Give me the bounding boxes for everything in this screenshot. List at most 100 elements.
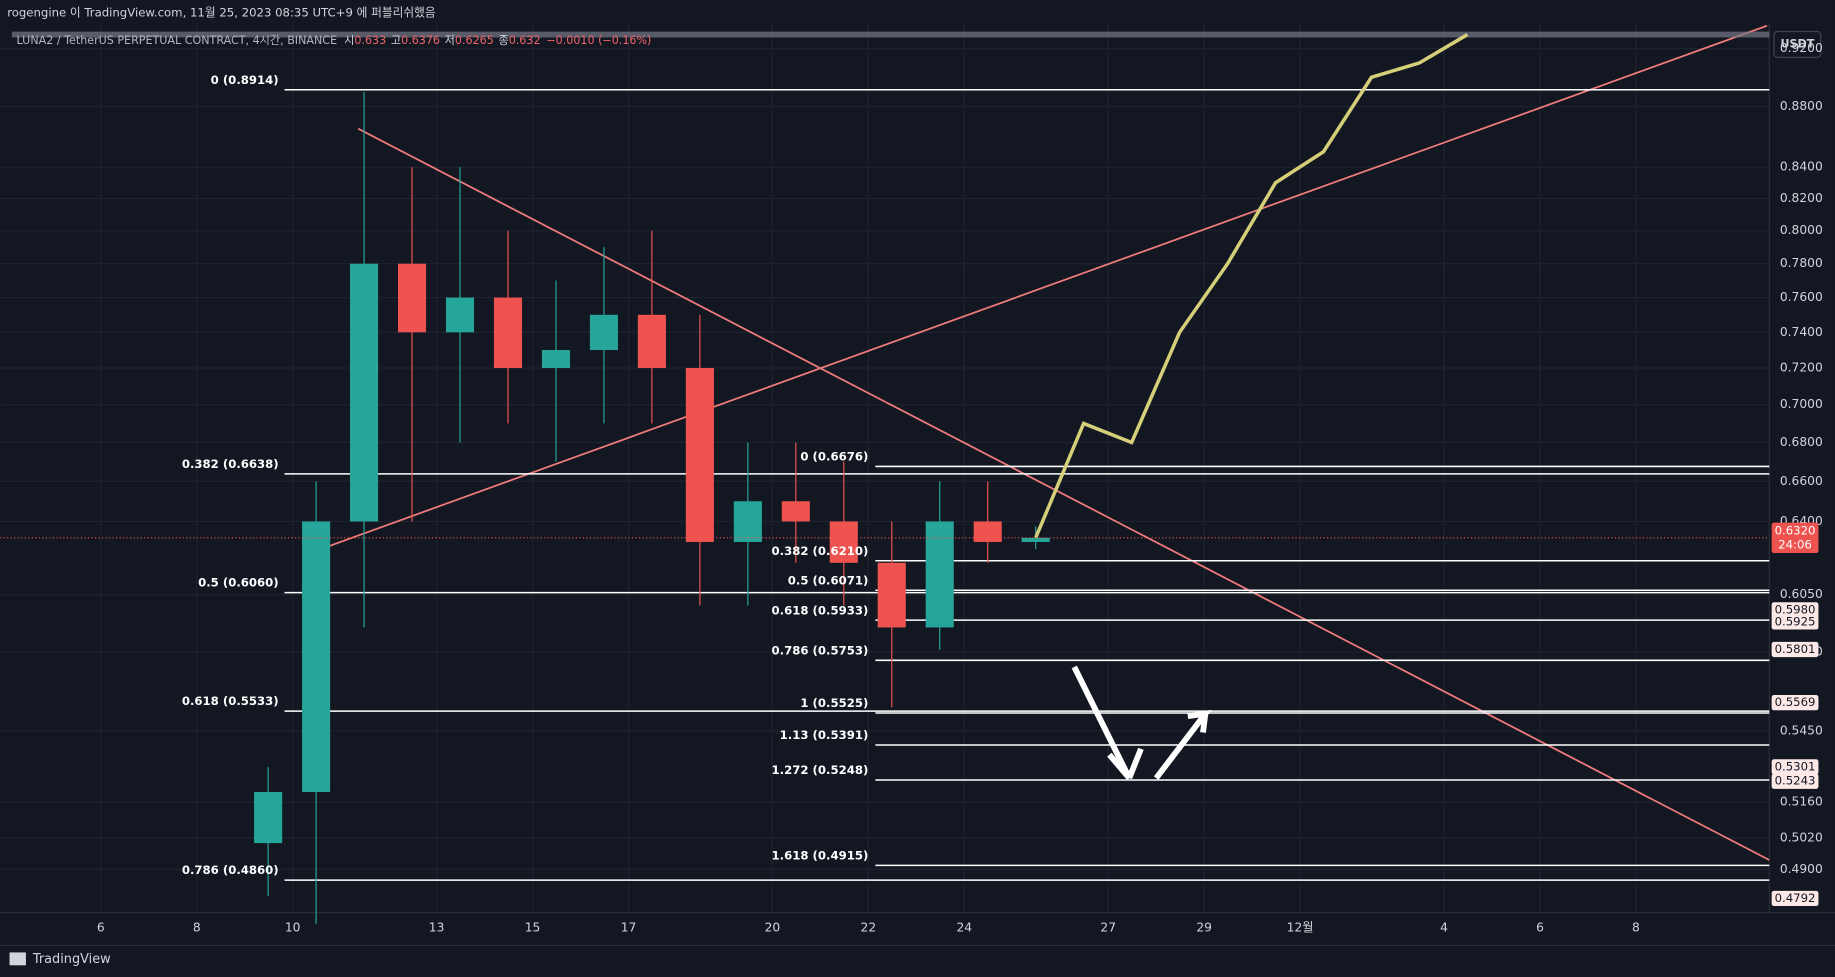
x-tick-label: 15 (525, 920, 541, 934)
x-tick-label: 8 (193, 920, 201, 934)
price-badge-label: 0.5301 (1775, 759, 1816, 773)
price-badge (1771, 890, 1819, 907)
price-badge-label: 0.5925 (1775, 614, 1816, 628)
y-tick-label: 0.6050 (1780, 587, 1823, 601)
x-tick-label: 6 (1536, 920, 1544, 934)
y-tick-label: 0.7600 (1780, 290, 1823, 304)
price-badge (1771, 773, 1819, 789)
price-badge (1771, 695, 1819, 711)
x-tick-label: 12월 (1287, 920, 1314, 934)
candle-body (493, 297, 523, 369)
fib-label: 0.618 (0.5933) (772, 603, 869, 617)
price-badge (1771, 602, 1819, 618)
arrow-down (1071, 665, 1144, 780)
candle-body (829, 521, 858, 563)
fib-label: 0 (0.6676) (800, 450, 868, 464)
price-badge-label: 0.5801 (1775, 642, 1816, 656)
x-tick-label: 17 (621, 920, 637, 934)
projection-line (1034, 33, 1469, 539)
x-tick-label: 10 (285, 920, 301, 934)
fib-label: 0.786 (0.5753) (772, 643, 869, 657)
candle-body (397, 263, 427, 333)
y-tick-label: 0.7400 (1780, 325, 1823, 339)
y-tick-label: 0.7200 (1780, 361, 1823, 375)
candle-body (733, 501, 762, 542)
x-tick-label: 4 (1440, 920, 1448, 934)
ohlc-label: 시 (344, 34, 354, 47)
ohlc: 시0.633 고0.6376 저0.6265 종0.632 −0.0010 (−0.16… (344, 34, 651, 47)
grid (0, 23, 1770, 913)
fib-label: 0.5 (0.6060) (198, 576, 279, 590)
candle-body (685, 368, 714, 542)
price-badge-label: 0.5243 (1775, 774, 1816, 788)
x-tick-label: 29 (1196, 920, 1212, 934)
x-tick-label: 24 (956, 920, 972, 934)
y-tick-label: 0.8000 (1780, 223, 1823, 237)
y-tick-label: 0.4900 (1780, 862, 1823, 876)
candle-body (445, 297, 475, 333)
price-badge (1771, 641, 1819, 658)
ohlc-label: 종 (498, 34, 508, 47)
y-tick-label: 0.5020 (1780, 830, 1823, 844)
symbol: LUNA2 / TetherUS PERPETUAL CONTRACT, 4시간… (17, 34, 338, 47)
fib-label: 1.618 (0.4915) (772, 849, 869, 863)
candle-body (541, 350, 570, 369)
price-badge (1771, 759, 1819, 775)
y-tick-label: 0.8400 (1780, 160, 1823, 174)
last-price-badge (1771, 522, 1819, 554)
fib-label: 1 (0.5525) (800, 696, 868, 710)
change: −0.0010 (−0.16%) (546, 34, 651, 47)
ohlc-value: 0.633 (354, 34, 386, 47)
logo (9, 952, 26, 966)
candle-body (781, 501, 810, 522)
fib-label: 0.5 (0.6071) (788, 573, 869, 587)
fib-label: 0.786 (0.4860) (182, 863, 279, 877)
candle-body (589, 314, 618, 351)
currency-button[interactable] (1773, 31, 1822, 58)
legend: LUNA2 / TetherUS PERPETUAL CONTRACT, 4시간… (17, 34, 652, 47)
candle-body (254, 791, 283, 844)
ohlc-value: 0.6265 (455, 34, 494, 47)
x-tick-label: 22 (861, 920, 877, 934)
currency[interactable]: USDT (1780, 37, 1814, 50)
y-tick-label: 0.5160 (1780, 795, 1823, 809)
y-tick-label: 0.8800 (1780, 99, 1823, 113)
x-tick-label: 13 (429, 920, 445, 934)
trend-line (357, 127, 1770, 861)
candle-body (350, 263, 379, 522)
x-tick-label: 27 (1100, 920, 1116, 934)
fib-label: 1.13 (0.5391) (780, 728, 869, 742)
arrow-up (1153, 709, 1212, 780)
ohlc-value: 0.632 (509, 34, 541, 47)
trend-line (318, 24, 1768, 551)
x-tick-label: 8 (1632, 920, 1640, 934)
candle-body (973, 521, 1002, 542)
y-tick-label: 0.7000 (1780, 397, 1823, 411)
y-tick-label: 0.5450 (1780, 723, 1823, 737)
candle-body (877, 562, 906, 628)
y-tick-label: 0.7800 (1780, 256, 1823, 270)
price-badge-label: 0.5569 (1775, 695, 1816, 709)
y-tick-label: 0.9200 (1780, 41, 1823, 55)
ohlc-value: 0.6376 (401, 34, 440, 47)
fib-label: 1.272 (0.5248) (772, 763, 869, 777)
publisher: rogengine 이 TradingView.com, 11월 25, 202… (7, 5, 436, 19)
last-price-label: 0.6320 (1775, 523, 1816, 537)
fib-label: 0.618 (0.5533) (182, 694, 279, 708)
x-tick-label: 20 (765, 920, 781, 934)
candle-body (637, 314, 666, 369)
fib-label: 0.382 (0.6210) (772, 544, 869, 558)
candle-body (1021, 537, 1050, 542)
y-tick-label: 0.8200 (1780, 191, 1823, 205)
fib-label: 0.382 (0.6638) (182, 457, 279, 471)
footer-brand: TradingView (32, 952, 111, 967)
x-tick-label: 6 (97, 920, 105, 934)
ohlc-label: 저 (445, 34, 455, 47)
candle-body (925, 521, 954, 628)
candle-body (302, 521, 331, 792)
price-badge (1771, 614, 1819, 630)
countdown: 24:06 (1778, 537, 1812, 551)
